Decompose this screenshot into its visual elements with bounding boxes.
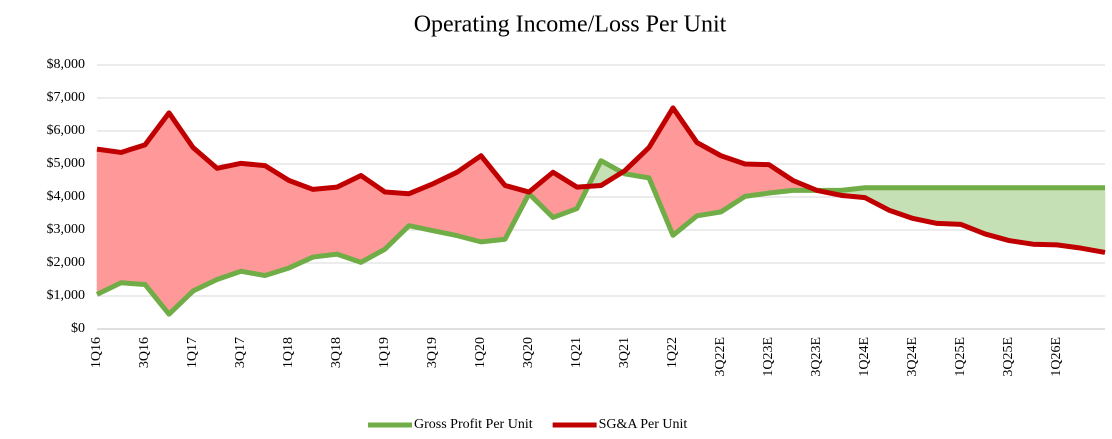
y-tick-label: $1,000: [47, 288, 86, 303]
area-fill: [1056, 187, 1082, 249]
chart-title: Operating Income/Loss Per Unit: [414, 12, 727, 38]
y-tick-label: $8,000: [47, 57, 86, 72]
series-line: [96, 105, 1106, 255]
y-tick-label: $7,000: [47, 90, 86, 105]
x-tick-label: 1Q20: [473, 337, 488, 368]
x-tick-label: 3Q22E: [713, 337, 728, 377]
x-tick-label: 1Q18: [281, 337, 296, 368]
x-tick-label: 1Q19: [377, 337, 392, 368]
area-fill: [1032, 187, 1058, 246]
x-tick-label: 3Q24E: [905, 337, 920, 377]
legend-label: Gross Profit Per Unit: [414, 417, 533, 432]
area-fill: [312, 186, 338, 258]
area-fill: [96, 148, 122, 295]
x-tick-label: 3Q17: [233, 337, 248, 368]
area-fill: [936, 187, 962, 225]
x-tick-label: 1Q26E: [1049, 337, 1064, 377]
y-tick-label: $3,000: [47, 222, 86, 237]
area-fill: [1008, 187, 1034, 245]
area-fill: [288, 180, 314, 269]
y-tick-label: $0: [71, 321, 85, 336]
x-tick-label: 3Q21: [617, 337, 632, 368]
area-fill: [1080, 187, 1106, 253]
series-line: [95, 158, 1105, 317]
x-tick-label: 1Q17: [185, 337, 200, 368]
legend-label: SG&A Per Unit: [599, 417, 688, 432]
x-tick-label: 1Q22: [665, 337, 680, 368]
area-fill: [216, 163, 242, 280]
y-tick-label: $6,000: [47, 123, 86, 138]
x-tick-label: 1Q21: [569, 337, 584, 368]
x-tick-label: 1Q24E: [857, 337, 872, 377]
y-tick-label: $5,000: [47, 156, 86, 171]
area-fill: [336, 175, 362, 263]
area-fill: [192, 146, 218, 292]
area-fill: [264, 165, 290, 276]
x-tick-label: 3Q19: [425, 337, 440, 368]
area-fill: [240, 163, 266, 276]
x-tick-label: 3Q23E: [809, 337, 824, 377]
x-tick-label: 3Q16: [137, 337, 152, 368]
area-fill: [120, 144, 146, 285]
x-tick-label: 3Q25E: [1001, 337, 1016, 377]
x-tick-label: 1Q16: [89, 337, 104, 368]
x-tick-label: 3Q18: [329, 337, 344, 368]
y-tick-label: $4,000: [47, 189, 86, 204]
x-tick-label: 1Q25E: [953, 337, 968, 377]
x-tick-label: 3Q20: [521, 337, 536, 368]
y-tick-label: $2,000: [47, 255, 86, 270]
x-tick-label: 1Q23E: [761, 337, 776, 377]
